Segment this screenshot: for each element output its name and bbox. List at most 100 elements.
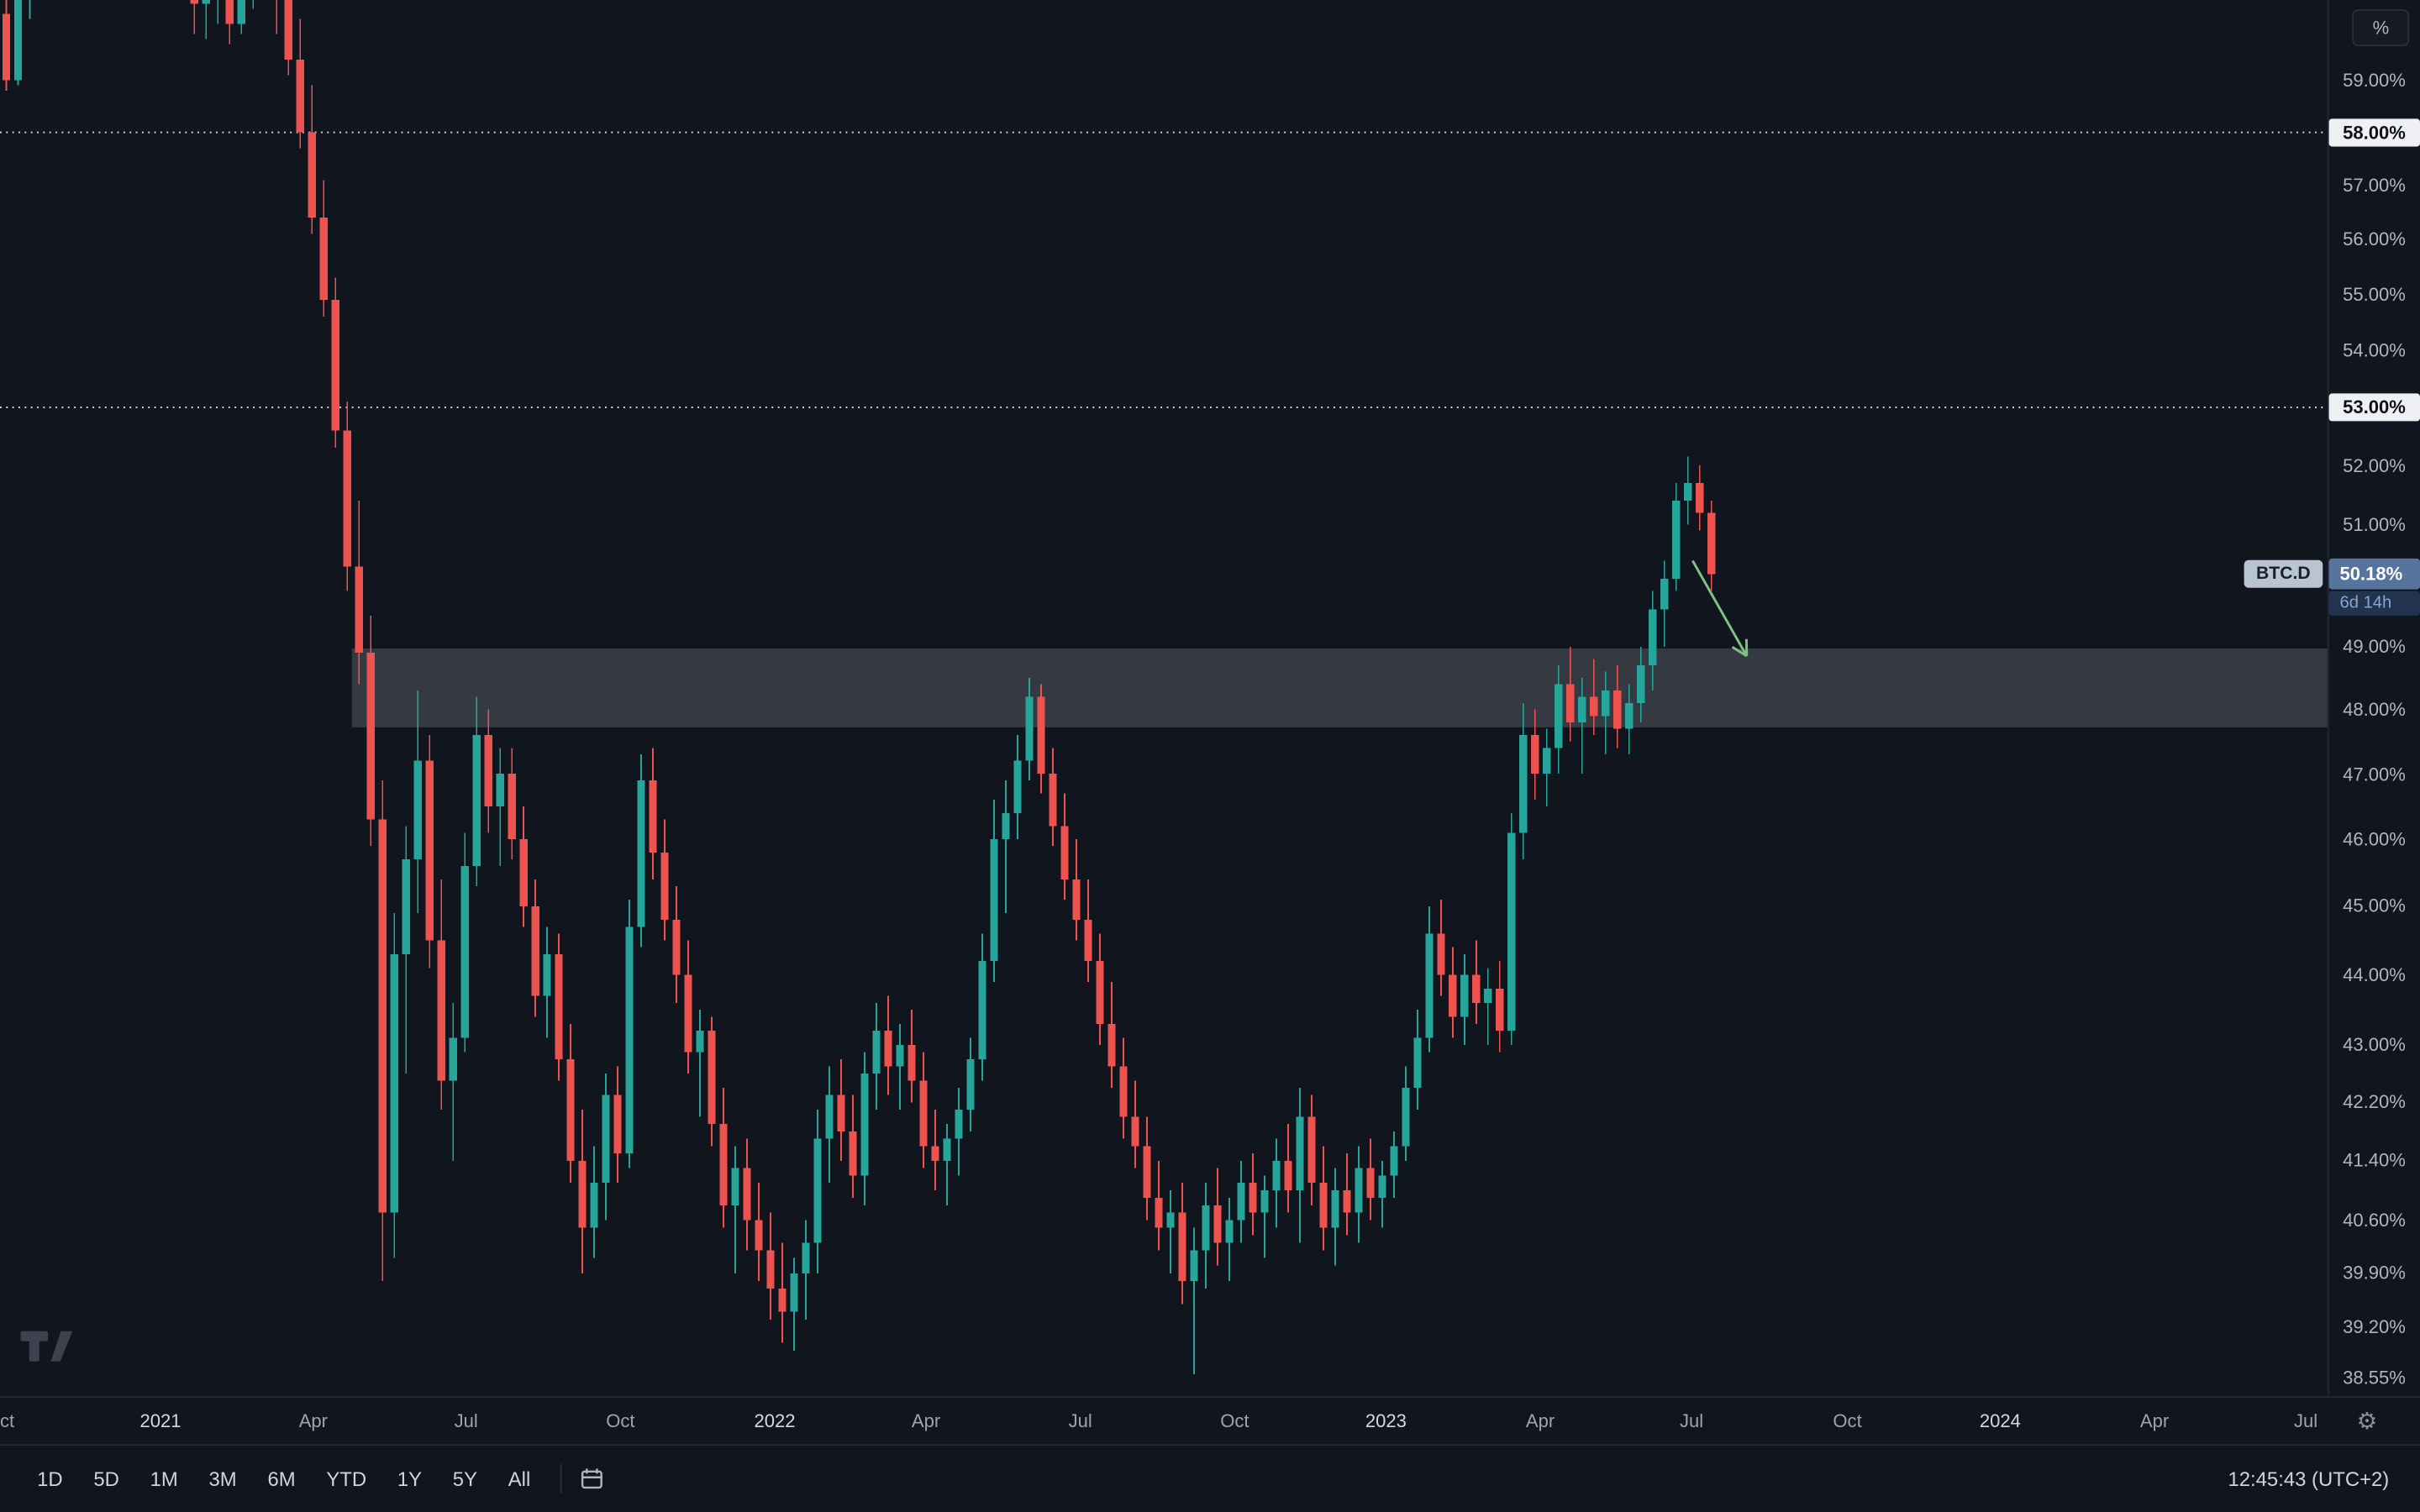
candle — [1131, 1116, 1139, 1147]
candle — [790, 1273, 798, 1312]
candle — [1366, 1168, 1375, 1198]
candle — [755, 1220, 763, 1251]
price-axis-label: 41.40% — [2343, 1149, 2406, 1172]
range-button-1m[interactable]: 1M — [134, 1458, 193, 1500]
price-axis-label: 49.00% — [2343, 635, 2406, 658]
time-axis-label: Oct — [606, 1410, 635, 1432]
candle — [896, 1045, 904, 1067]
price-axis-label: 39.20% — [2343, 1316, 2406, 1338]
range-button-1d[interactable]: 1D — [22, 1458, 78, 1500]
candle — [1602, 690, 1610, 717]
price-axis-label: 59.00% — [2343, 69, 2406, 92]
candle — [1507, 832, 1516, 1032]
candle — [519, 839, 528, 907]
candle — [908, 1045, 916, 1081]
range-button-ytd[interactable]: YTD — [311, 1458, 381, 1500]
candle — [837, 1095, 845, 1131]
last-price-label: 50.18% — [2328, 558, 2420, 590]
candle — [460, 865, 469, 1038]
candle — [190, 0, 198, 4]
price-axis-label: 57.00% — [2343, 174, 2406, 197]
candle — [955, 1109, 963, 1139]
candle — [1590, 696, 1598, 717]
candle — [1707, 512, 1716, 575]
candle — [366, 653, 375, 820]
candle — [413, 760, 422, 859]
candle — [696, 1031, 704, 1053]
candle — [778, 1288, 786, 1312]
bar-countdown-label: 6d 14h — [2328, 591, 2420, 616]
price-axis-label: 55.00% — [2343, 283, 2406, 306]
candle — [1649, 609, 1657, 666]
time-axis[interactable]: ⚙ Oct 2021 Apr Jul Oct 2022 Apr Jul Oct 2023 Apr Ju… — [0, 1396, 2420, 1445]
candle — [978, 961, 986, 1060]
range-button-3m[interactable]: 3M — [193, 1458, 252, 1500]
price-axis[interactable]: 59.00% 58.00% 57.00% 56.00% 55.00% 54.00% 53.0… — [2327, 0, 2420, 1397]
candle — [1155, 1197, 1163, 1228]
candle — [531, 906, 539, 996]
range-button-all[interactable]: All — [492, 1458, 545, 1500]
toolbar-divider — [560, 1464, 562, 1494]
candle — [308, 132, 316, 218]
session-clock[interactable]: 12:45:43 (UTC+2) — [2228, 1467, 2390, 1491]
candle — [1284, 1160, 1292, 1191]
go-to-date-icon[interactable] — [578, 1466, 604, 1492]
candle — [1002, 812, 1010, 840]
price-axis-label: 46.00% — [2343, 828, 2406, 851]
candle — [1696, 483, 1704, 513]
candle — [355, 566, 363, 654]
price-axis-label: 43.00% — [2343, 1034, 2406, 1056]
range-button-5d[interactable]: 5D — [78, 1458, 134, 1500]
price-axis-label: 56.00% — [2343, 228, 2406, 250]
candle — [1402, 1088, 1410, 1147]
supply-zone — [351, 648, 2328, 727]
range-button-6m[interactable]: 6M — [252, 1458, 311, 1500]
candle — [1460, 974, 1469, 1017]
candle — [625, 927, 634, 1153]
candle — [1225, 1220, 1234, 1243]
candle — [1084, 920, 1092, 962]
candle — [1425, 933, 1434, 1038]
range-button-1y[interactable]: 1Y — [381, 1458, 437, 1500]
candle — [202, 0, 210, 4]
candle — [437, 940, 445, 1081]
candle — [1237, 1183, 1245, 1221]
candle — [1390, 1146, 1398, 1176]
candle — [990, 839, 998, 962]
candle — [496, 774, 504, 806]
candle — [1449, 974, 1457, 1017]
candle — [1472, 974, 1481, 1003]
candle — [1307, 1116, 1316, 1184]
candle — [543, 953, 551, 996]
candle — [1531, 735, 1539, 774]
candlestick-plot[interactable] — [0, 0, 2328, 1396]
candle — [578, 1160, 587, 1228]
candle — [1013, 760, 1022, 813]
candle — [1543, 748, 1551, 774]
price-scale-unit-button[interactable]: % — [2352, 9, 2410, 47]
candle — [225, 0, 234, 24]
time-axis-label: Oct — [1220, 1410, 1249, 1432]
price-axis-label: 48.00% — [2343, 698, 2406, 721]
candle — [331, 300, 339, 431]
time-axis-label: Jul — [2293, 1410, 2318, 1432]
axis-settings-gear-icon[interactable]: ⚙ — [2356, 1408, 2378, 1436]
candle — [1637, 665, 1645, 704]
candle — [708, 1031, 716, 1125]
candle — [802, 1242, 810, 1273]
price-level-label: 58.00% — [2328, 118, 2420, 147]
candle — [1272, 1160, 1281, 1191]
arrow-drawing — [1691, 559, 1749, 657]
candle — [1484, 989, 1492, 1003]
chart-plot-area[interactable] — [0, 0, 2328, 1396]
candle — [1096, 961, 1104, 1024]
candle — [284, 0, 292, 60]
candle — [1166, 1212, 1175, 1228]
symbol-label-chip: BTC.D — [2244, 559, 2323, 588]
candle — [296, 59, 304, 133]
range-button-5y[interactable]: 5Y — [437, 1458, 492, 1500]
time-axis-label: Apr — [911, 1410, 941, 1432]
price-axis-label: 45.00% — [2343, 895, 2406, 917]
candle — [860, 1074, 869, 1176]
candle — [931, 1146, 939, 1161]
